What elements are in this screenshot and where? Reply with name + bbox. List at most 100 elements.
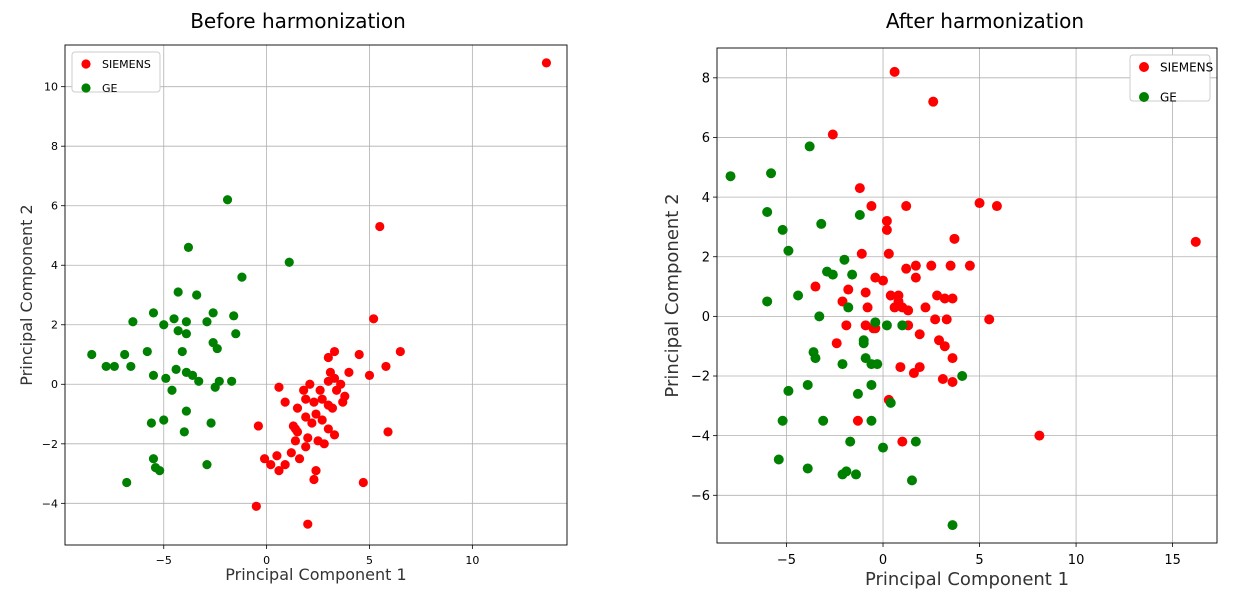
data-point-ge xyxy=(148,454,159,464)
data-point-siemens xyxy=(315,385,325,395)
data-point-ge xyxy=(841,466,852,477)
legend-label-ge: GE xyxy=(1160,91,1177,105)
data-point-ge xyxy=(850,469,861,480)
data-point-ge xyxy=(181,406,191,416)
data-point-siemens xyxy=(883,248,894,259)
y-tick-label: 6 xyxy=(702,131,710,146)
data-point-siemens xyxy=(870,272,881,283)
data-point-siemens xyxy=(939,341,950,352)
data-point-siemens xyxy=(303,433,313,443)
y-tick-label: −4 xyxy=(42,497,58,510)
data-point-ge xyxy=(126,361,136,372)
data-point-siemens xyxy=(309,474,319,485)
data-point-ge xyxy=(212,343,222,354)
data-point-siemens xyxy=(354,349,364,360)
data-point-ge xyxy=(872,359,883,370)
chart-after-harmonization: −5 0 5 10 15 −6 −4 −2 0 2 4 6 8 After harmonization Pr… xyxy=(662,9,1218,590)
data-point-siemens xyxy=(895,362,906,373)
x-tick-label: 10 xyxy=(465,554,479,567)
data-point-siemens xyxy=(881,215,892,226)
data-point-siemens xyxy=(947,376,958,387)
data-point-ge xyxy=(897,320,908,331)
data-point-siemens xyxy=(901,201,912,212)
data-point-ge xyxy=(777,224,788,235)
data-point-ge xyxy=(866,379,877,390)
data-point-ge xyxy=(183,242,194,252)
data-point-siemens xyxy=(937,373,948,384)
data-point-ge xyxy=(159,415,169,425)
data-point-ge xyxy=(167,385,177,395)
data-point-siemens xyxy=(311,409,321,419)
data-point-siemens xyxy=(311,465,321,476)
data-point-siemens xyxy=(286,448,296,458)
data-point-siemens xyxy=(910,272,921,283)
data-point-siemens xyxy=(941,314,952,325)
data-point-siemens xyxy=(810,281,821,292)
data-point-siemens xyxy=(344,367,354,377)
data-point-ge xyxy=(171,364,181,375)
y-tick-label: 4 xyxy=(702,191,710,206)
chart-before-harmonization: −5 0 5 10 −4 −2 0 2 4 6 8 10 Before harmonization Pri… xyxy=(17,9,568,584)
data-point-ge xyxy=(222,195,233,205)
data-point-siemens xyxy=(280,460,290,470)
data-point-siemens xyxy=(301,412,311,422)
data-point-siemens xyxy=(974,198,985,209)
data-point-ge xyxy=(870,317,881,328)
data-point-siemens xyxy=(323,424,333,434)
data-point-ge xyxy=(910,436,921,447)
data-point-siemens xyxy=(949,233,960,244)
data-point-siemens xyxy=(878,275,889,286)
data-point-ge xyxy=(177,346,187,357)
data-point-siemens xyxy=(843,284,854,295)
data-point-ge xyxy=(227,376,237,386)
data-point-siemens xyxy=(991,201,1002,212)
data-point-siemens xyxy=(901,263,912,274)
data-point-siemens xyxy=(329,346,340,357)
data-point-siemens xyxy=(947,293,958,304)
data-point-siemens xyxy=(541,58,552,68)
data-point-ge xyxy=(802,379,813,390)
data-point-siemens xyxy=(253,421,263,431)
x-axis-label: Principal Component 1 xyxy=(865,569,1069,590)
x-tick-label: 0 xyxy=(263,554,270,567)
data-point-siemens xyxy=(323,376,333,386)
data-point-siemens xyxy=(301,394,311,404)
data-point-siemens xyxy=(939,293,950,304)
data-point-ge xyxy=(173,326,183,336)
data-point-siemens xyxy=(272,451,282,461)
x-tick-label: 5 xyxy=(975,553,983,568)
data-point-ge xyxy=(181,317,191,327)
data-point-siemens xyxy=(292,403,303,413)
data-point-ge xyxy=(847,269,858,280)
data-point-siemens xyxy=(866,201,877,212)
data-point-ge xyxy=(858,338,869,349)
data-point-siemens xyxy=(280,397,290,407)
data-point-siemens xyxy=(831,338,842,349)
data-point-siemens xyxy=(1034,430,1045,441)
data-point-siemens xyxy=(889,66,900,77)
data-point-siemens xyxy=(317,394,327,404)
data-point-siemens xyxy=(266,460,276,470)
legend: SIEMENS GE xyxy=(1129,54,1213,105)
data-point-siemens xyxy=(251,501,261,511)
data-point-ge xyxy=(818,415,829,426)
data-point-siemens xyxy=(964,260,975,271)
data-point-siemens xyxy=(381,361,391,372)
data-point-ge xyxy=(783,385,794,396)
data-point-siemens xyxy=(329,430,340,440)
legend-marker-ge xyxy=(1139,92,1149,102)
y-tick-label: 8 xyxy=(51,140,58,153)
data-point-siemens xyxy=(290,436,301,446)
data-point-siemens xyxy=(932,290,943,301)
data-point-ge xyxy=(187,370,198,380)
data-point-siemens xyxy=(319,439,329,449)
y-axis-label: Principal Component 2 xyxy=(17,204,36,385)
y-tick-label: 0 xyxy=(702,310,710,325)
data-point-ge xyxy=(957,371,968,382)
x-axis-label: Principal Component 1 xyxy=(225,565,406,584)
data-point-siemens xyxy=(375,221,385,232)
data-point-ge xyxy=(802,463,813,474)
data-point-ge xyxy=(206,418,216,428)
data-point-ge xyxy=(120,349,130,360)
